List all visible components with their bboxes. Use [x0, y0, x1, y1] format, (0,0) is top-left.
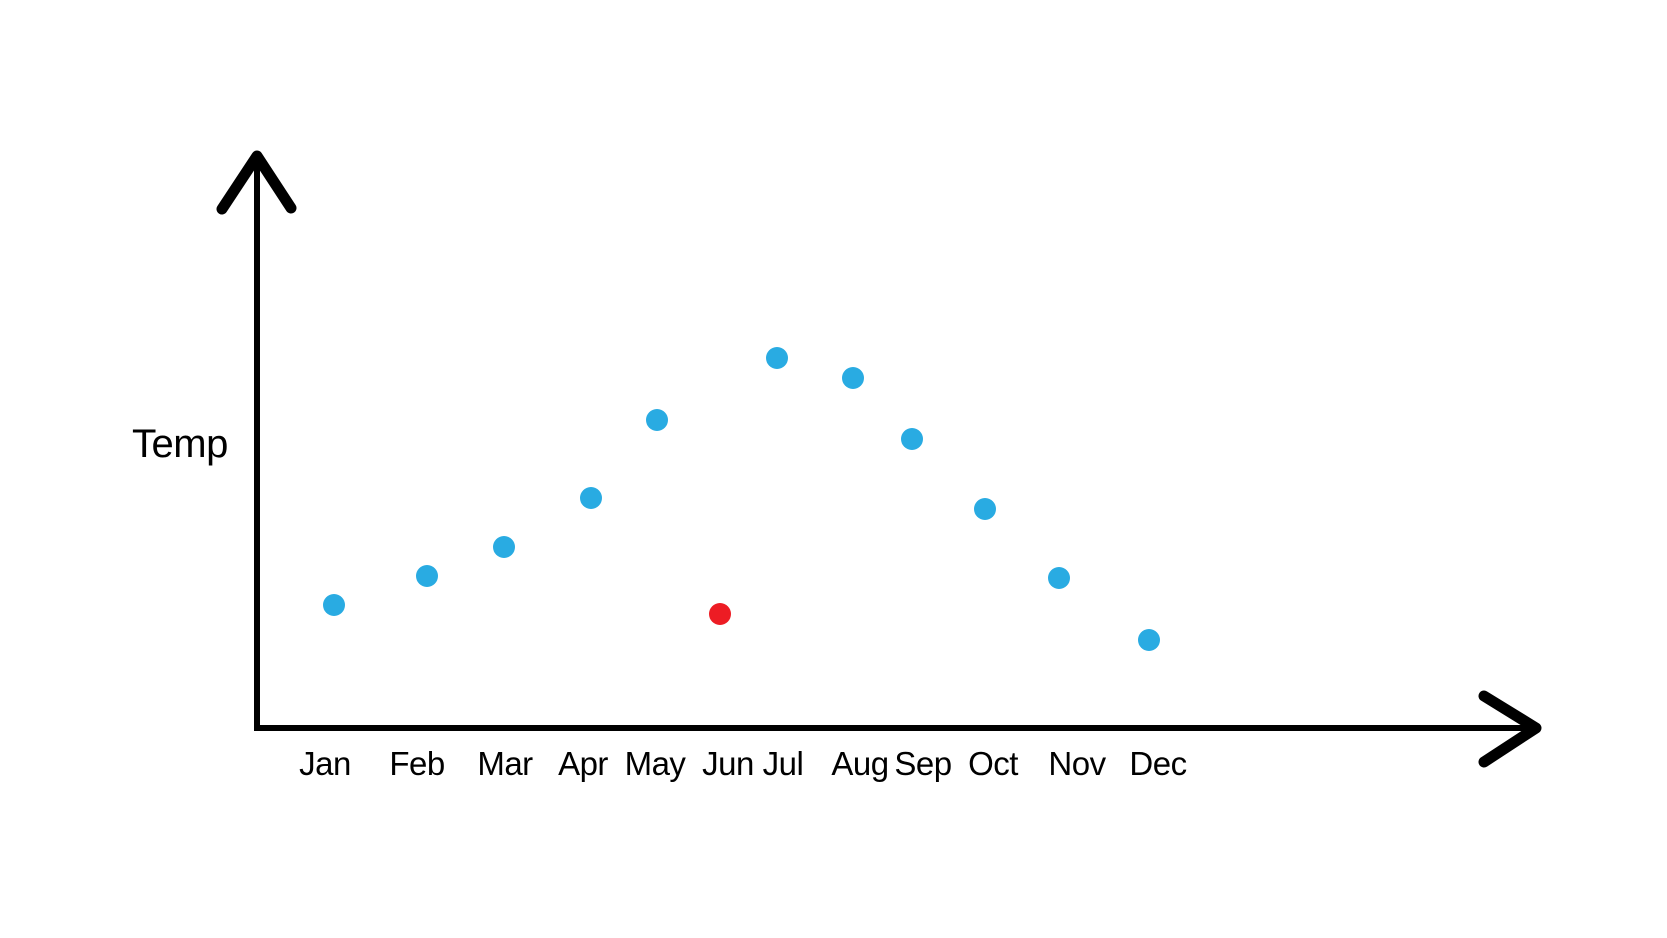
data-point-oct — [974, 498, 996, 520]
data-point-nov — [1048, 567, 1070, 589]
x-tick-label-jun: Jun — [702, 745, 754, 782]
x-tick-labels: Jan Feb Mar Apr May Jun Jul Aug Sep Oct Nov Dec — [299, 745, 1187, 782]
x-tick-label-may: May — [625, 745, 687, 782]
data-point-sep — [901, 428, 923, 450]
data-points — [323, 347, 1160, 651]
x-tick-label-aug: Aug — [831, 745, 888, 782]
x-axis-arrow-icon — [1478, 690, 1542, 768]
data-point-apr — [580, 487, 602, 509]
data-point-jul — [766, 347, 788, 369]
data-point-feb — [416, 565, 438, 587]
x-tick-label-jan: Jan — [299, 745, 351, 782]
data-point-jan — [323, 594, 345, 616]
y-axis-arrow-icon — [216, 150, 297, 215]
axes — [216, 150, 1542, 768]
data-point-dec — [1138, 629, 1160, 651]
x-tick-label-sep: Sep — [894, 745, 951, 782]
x-tick-label-nov: Nov — [1048, 745, 1106, 782]
x-tick-label-feb: Feb — [389, 745, 444, 782]
data-point-jun-outlier — [709, 603, 731, 625]
x-tick-label-jul: Jul — [763, 745, 804, 782]
x-tick-label-mar: Mar — [477, 745, 533, 782]
data-point-aug — [842, 367, 864, 389]
y-axis-label: Temp — [132, 422, 228, 466]
data-point-mar — [493, 536, 515, 558]
x-tick-label-oct: Oct — [968, 745, 1018, 782]
x-tick-label-dec: Dec — [1129, 745, 1186, 782]
data-point-may — [646, 409, 668, 431]
x-tick-label-apr: Apr — [558, 745, 608, 782]
